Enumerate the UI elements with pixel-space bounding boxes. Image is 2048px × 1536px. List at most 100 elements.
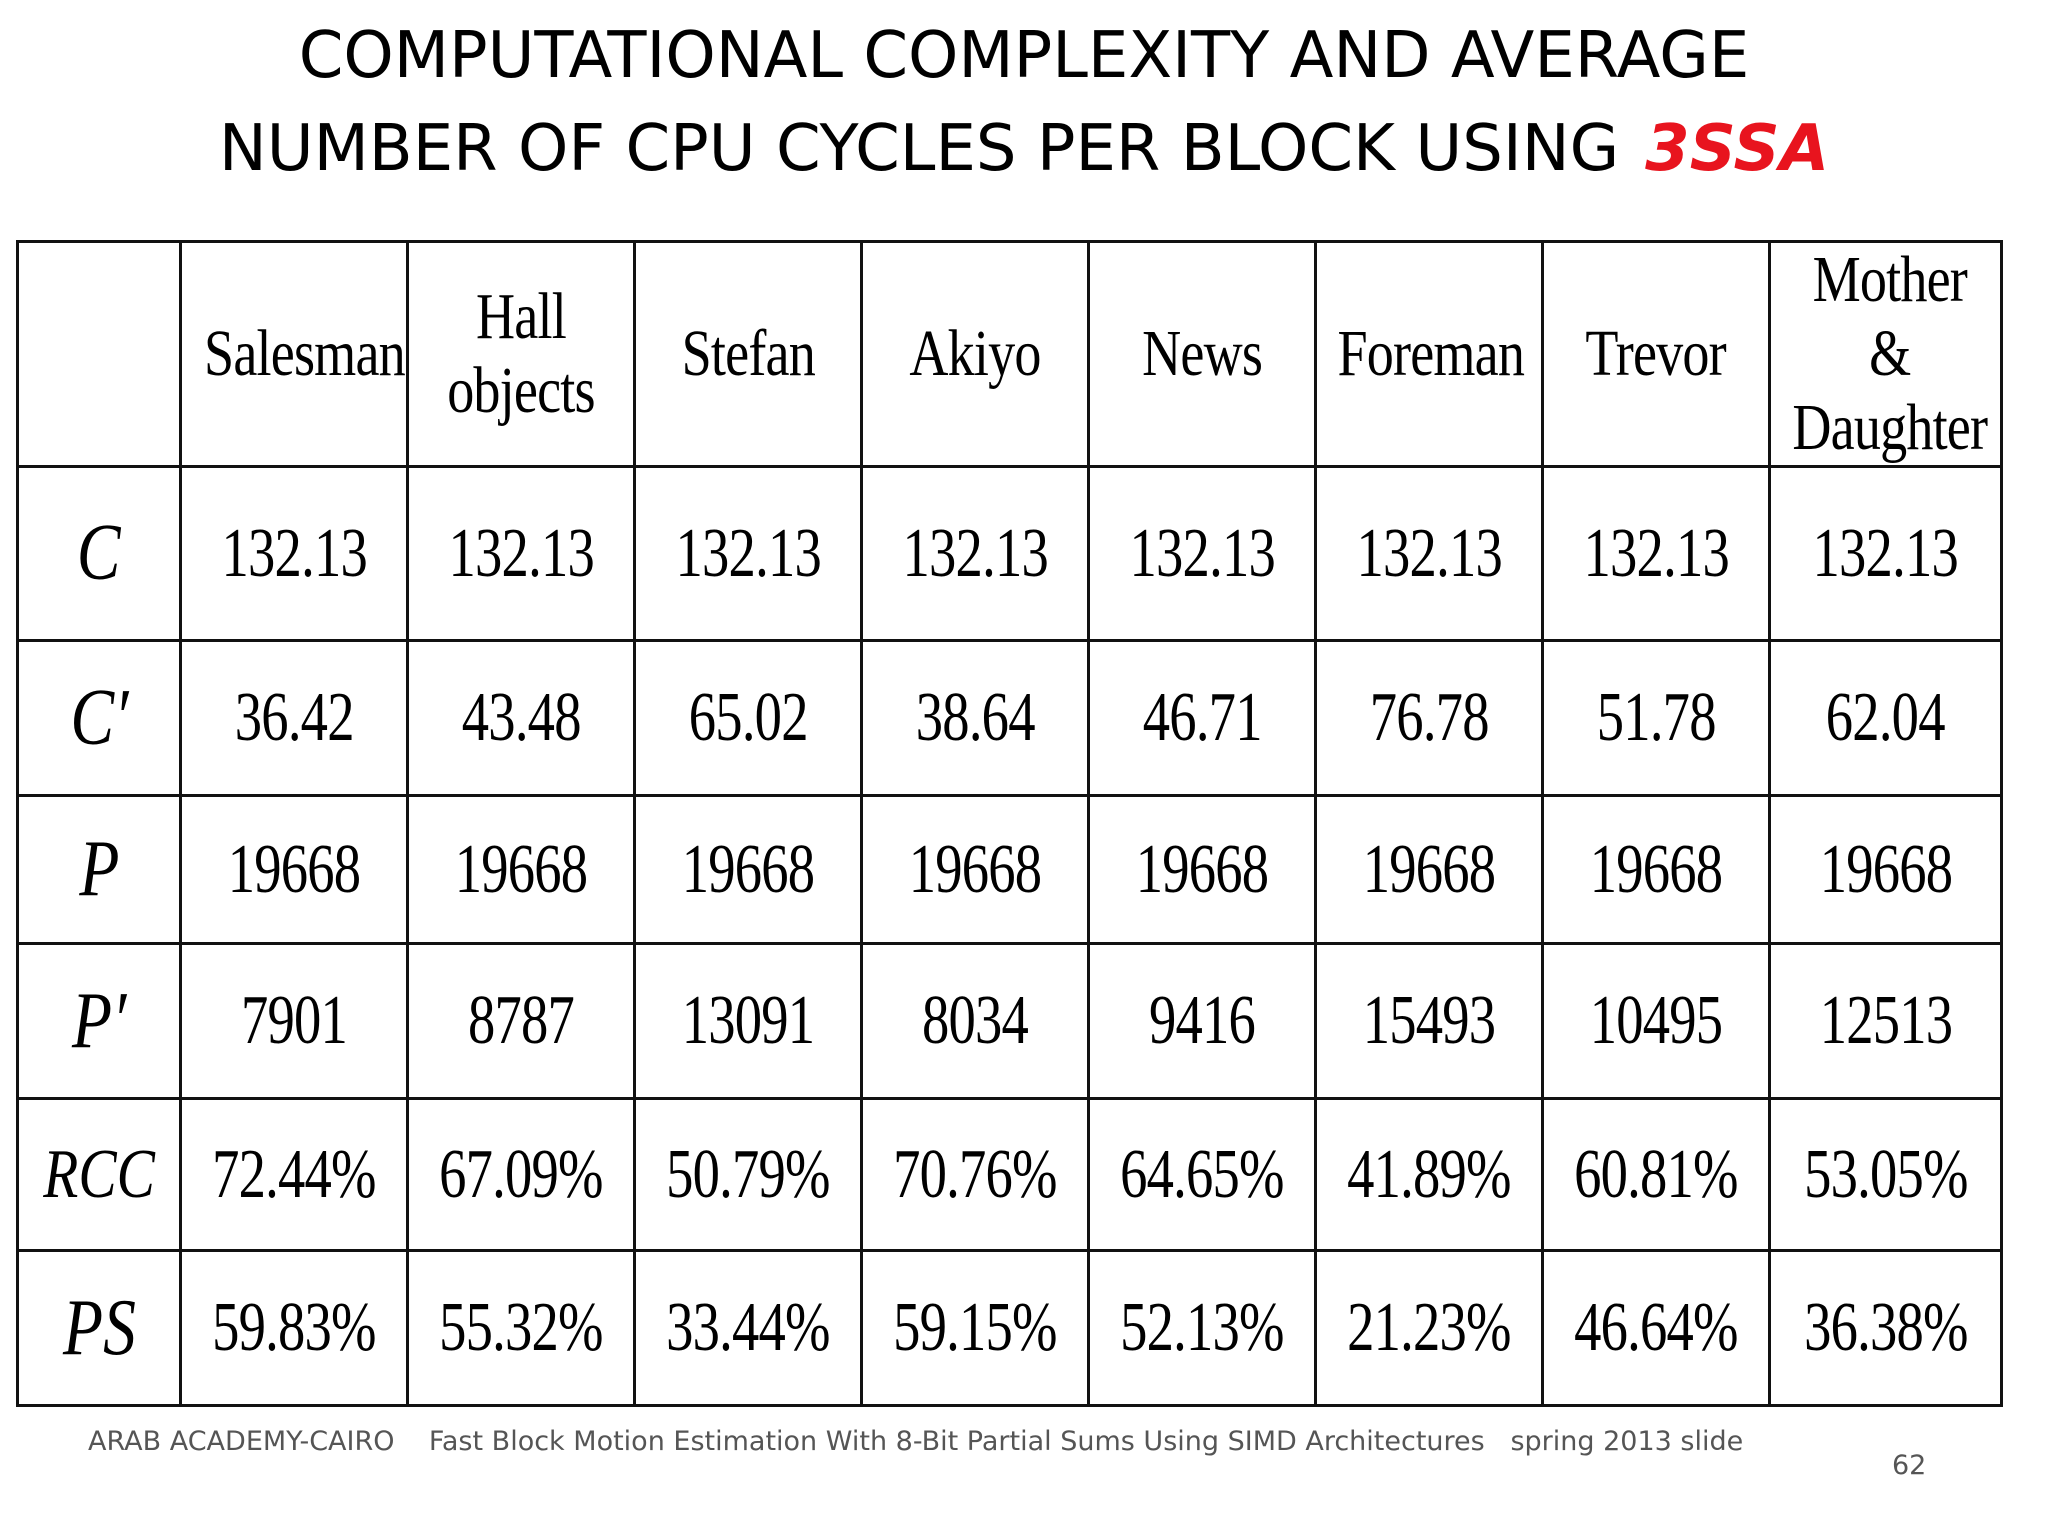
table-cell: 41.89% xyxy=(1314,1097,1544,1252)
cell-value: 132.13 xyxy=(675,514,821,592)
table-cell: 72.44% xyxy=(179,1097,409,1252)
header-row: Salesman Hall objects Stefan Akiyo News Forema… xyxy=(16,240,2003,468)
table-cell: 19668 xyxy=(406,794,636,945)
table-cell: 19668 xyxy=(1087,794,1317,945)
row-header-label: P′ xyxy=(71,976,127,1065)
column-header: Mother & Daughter xyxy=(1768,240,2003,468)
cell-value: 33.44% xyxy=(666,1289,830,1366)
table-cell: 19668 xyxy=(1314,794,1544,945)
cell-value: 19668 xyxy=(908,830,1042,908)
column-header-label: Akiyo xyxy=(909,317,1041,391)
footer-text: ARAB ACADEMY-CAIRO Fast Block Motion Est… xyxy=(88,1426,1744,1457)
column-header-line: objects xyxy=(447,354,595,427)
table-cell: 19668 xyxy=(1768,794,2003,945)
cell-value: 36.42 xyxy=(234,679,355,756)
row-header: C xyxy=(16,465,182,642)
cell-value: 19668 xyxy=(454,830,588,908)
table-cell: 76.78 xyxy=(1314,639,1544,797)
title-accent: 3SSA xyxy=(1645,112,1830,186)
table-cell: 46.71 xyxy=(1087,639,1317,797)
table-cell: 36.38% xyxy=(1768,1249,2003,1407)
table-row: C 132.13 132.13 132.13 132.13 132.13 132.13 132… xyxy=(16,465,2003,642)
table-cell: 46.64% xyxy=(1541,1249,1771,1407)
cell-value: 46.64% xyxy=(1574,1289,1738,1366)
table-cell: 64.65% xyxy=(1087,1097,1317,1252)
table-cell: 132.13 xyxy=(1541,465,1771,642)
column-header-line: Akiyo xyxy=(909,317,1041,390)
cell-value: 21.23% xyxy=(1347,1289,1511,1366)
table-cell: 55.32% xyxy=(406,1249,636,1407)
table-cell: 38.64 xyxy=(860,639,1090,797)
table-cell: 65.02 xyxy=(633,639,863,797)
cell-value: 132.13 xyxy=(1583,514,1729,592)
cell-value: 12513 xyxy=(1819,982,1952,1059)
column-header-line: Daughter xyxy=(1792,391,1988,464)
column-header: Foreman xyxy=(1314,240,1544,468)
column-header-line: Foreman xyxy=(1337,317,1525,390)
table-cell: 9416 xyxy=(1087,942,1317,1100)
cell-value: 10495 xyxy=(1589,982,1723,1059)
table-cell: 43.48 xyxy=(406,639,636,797)
table-row: P 19668 19668 19668 19668 19668 19668 19668 1966… xyxy=(16,794,2003,945)
column-header-label: Stefan xyxy=(681,317,815,391)
cell-value: 76.78 xyxy=(1369,679,1490,756)
cell-value: 60.81% xyxy=(1574,1135,1738,1213)
title-line-2: NUMBER OF CPU CYCLES PER BLOCK USING 3SSA xyxy=(0,103,2048,196)
cell-value: 65.02 xyxy=(688,679,809,756)
row-header-label: C′ xyxy=(69,673,129,762)
table-cell: 51.78 xyxy=(1541,639,1771,797)
cell-value: 19668 xyxy=(681,830,815,908)
row-header-label: C xyxy=(77,509,121,597)
cell-value: 64.65% xyxy=(1120,1135,1284,1213)
cell-value: 132.13 xyxy=(1356,514,1502,592)
table-row: PS 59.83% 55.32% 33.44% 59.15% 52.13% 21.23% 46… xyxy=(16,1249,2003,1407)
table-cell: 12513 xyxy=(1768,942,2003,1100)
column-header-line: Hall xyxy=(476,280,567,353)
cell-value: 41.89% xyxy=(1347,1135,1511,1213)
results-table: Salesman Hall objects Stefan Akiyo News Forema… xyxy=(16,240,2003,1407)
column-header-line: Trevor xyxy=(1585,317,1727,390)
column-header-label: Trevor xyxy=(1585,317,1727,391)
cell-value: 19668 xyxy=(1362,830,1496,908)
table-cell: 19668 xyxy=(633,794,863,945)
table-cell: 21.23% xyxy=(1314,1249,1544,1407)
title-line-1: COMPUTATIONAL COMPLEXITY AND AVERAGE xyxy=(298,19,1750,93)
table-cell: 132.13 xyxy=(179,465,409,642)
table-cell: 19668 xyxy=(860,794,1090,945)
table-cell: 19668 xyxy=(179,794,409,945)
corner-cell xyxy=(16,240,182,468)
table-cell: 33.44% xyxy=(633,1249,863,1407)
row-header-label: P xyxy=(78,825,120,913)
table-cell: 132.13 xyxy=(406,465,636,642)
table-cell: 132.13 xyxy=(1768,465,2003,642)
table-cell: 59.83% xyxy=(179,1249,409,1407)
row-header: P xyxy=(16,794,182,945)
table-cell: 70.76% xyxy=(860,1097,1090,1252)
cell-value: 9416 xyxy=(1148,982,1256,1059)
cell-value: 132.13 xyxy=(902,514,1048,592)
table-cell: 7901 xyxy=(179,942,409,1100)
cell-value: 8787 xyxy=(467,982,575,1059)
cell-value: 19668 xyxy=(227,830,361,908)
results-table-container: Salesman Hall objects Stefan Akiyo News Forema… xyxy=(16,240,2003,1407)
cell-value: 46.71 xyxy=(1142,679,1263,756)
cell-value: 7901 xyxy=(240,982,348,1059)
table-cell: 13091 xyxy=(633,942,863,1100)
cell-value: 50.79% xyxy=(666,1135,830,1213)
table-cell: 53.05% xyxy=(1768,1097,2003,1252)
cell-value: 19668 xyxy=(1589,830,1723,908)
title-line-2-main: NUMBER OF CPU CYCLES PER BLOCK USING xyxy=(218,112,1620,186)
column-header-line: Stefan xyxy=(681,317,815,390)
table-cell: 52.13% xyxy=(1087,1249,1317,1407)
column-header: Salesman xyxy=(179,240,409,468)
table-cell: 36.42 xyxy=(179,639,409,797)
column-header-line: Mother & xyxy=(1812,243,1968,390)
column-header-line: Salesman xyxy=(204,317,406,390)
cell-value: 70.76% xyxy=(893,1135,1057,1213)
row-header: C′ xyxy=(16,639,182,797)
cell-value: 8034 xyxy=(921,982,1029,1059)
slide-number: 62 xyxy=(1892,1450,1927,1481)
cell-value: 15493 xyxy=(1362,982,1496,1059)
column-header: Stefan xyxy=(633,240,863,468)
table-cell: 59.15% xyxy=(860,1249,1090,1407)
